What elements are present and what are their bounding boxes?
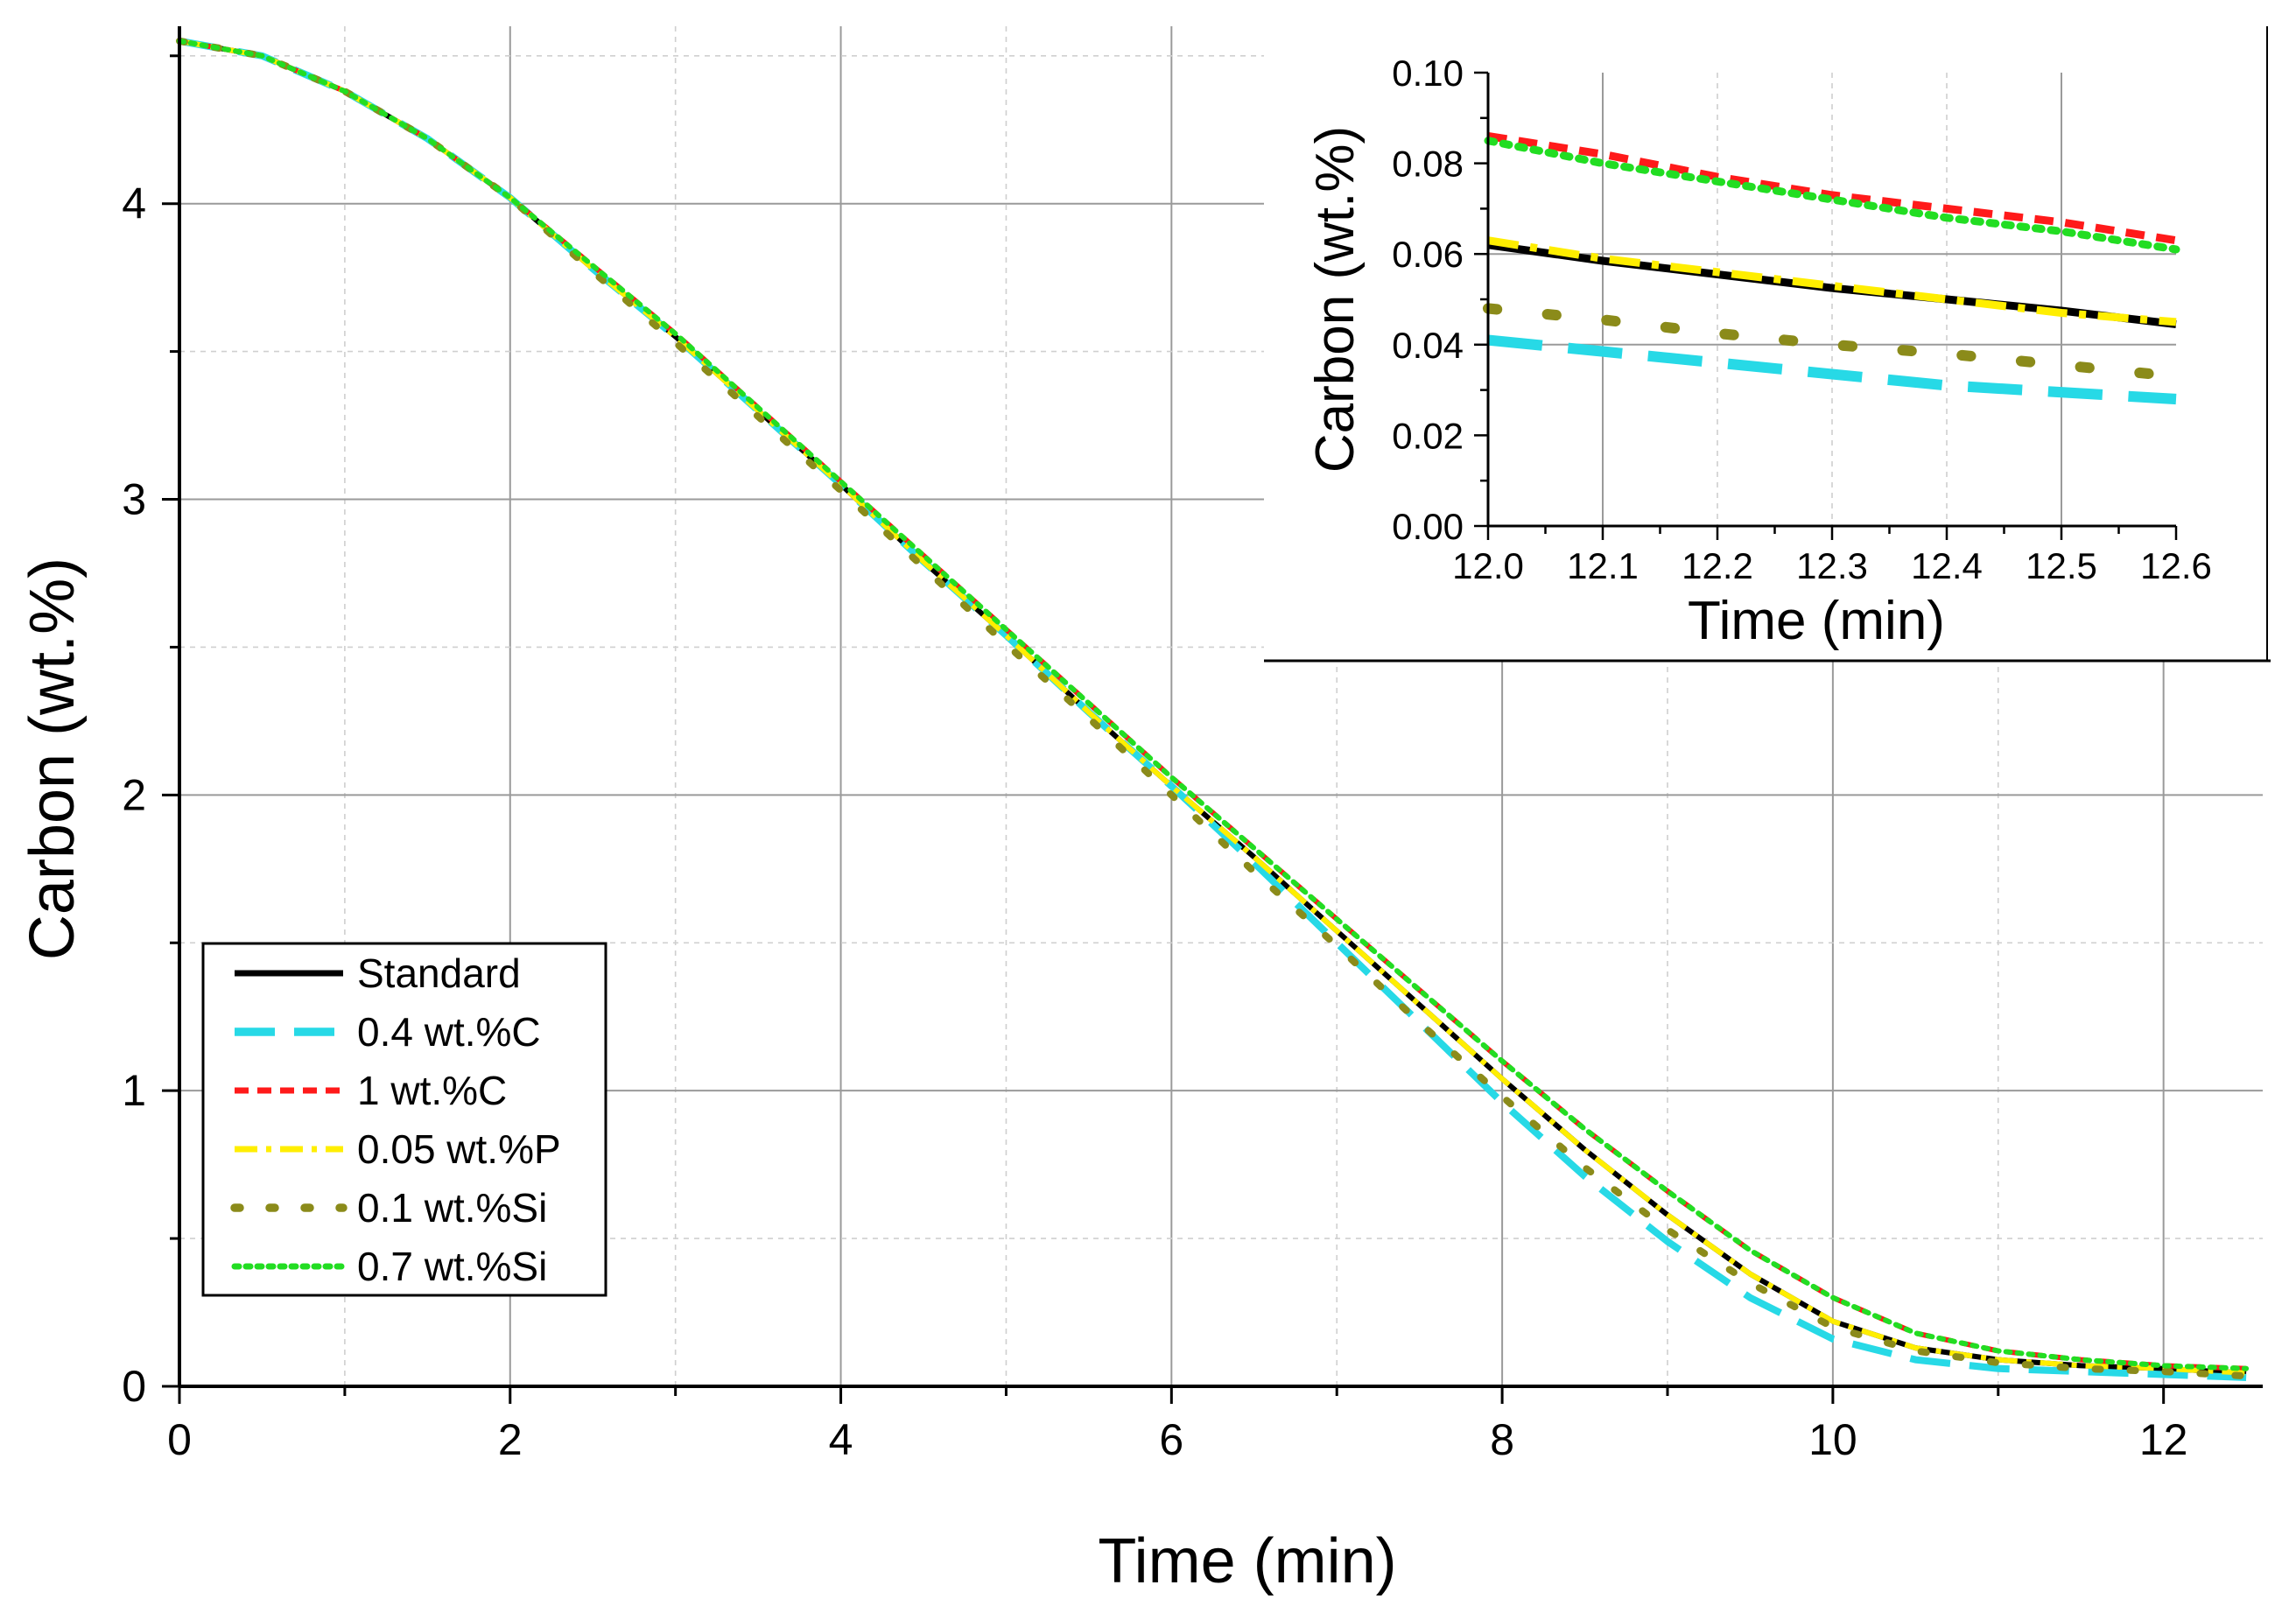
legend-label-2: 1 wt.%C	[357, 1068, 507, 1113]
inset-y-tick-label: 0.10	[1392, 53, 1464, 94]
inset-background	[1264, 26, 2271, 661]
legend-box	[201, 942, 607, 1297]
legend: Standard 0.4 wt.%C 1 wt.%C 0.05 wt.%P 0.1 wt…	[201, 942, 607, 1297]
main-y-tick-label: 3	[122, 475, 146, 524]
main-x-tick-label: 10	[1808, 1415, 1857, 1464]
inset-y-tick-label: 0.06	[1392, 234, 1464, 275]
inset-y-axis-title: Carbon (wt.%)	[1305, 126, 1366, 473]
main-x-tick-label: 12	[2139, 1415, 2188, 1464]
main-series-line-5	[177, 38, 2250, 1371]
inset-y-tick-label: 0.04	[1392, 325, 1464, 366]
inset-series-line-4	[1482, 303, 2182, 382]
inset-x-tick-label: 12.1	[1567, 545, 1639, 586]
legend-label-0: Standard	[357, 950, 521, 996]
inset-y-tick-label: 0.08	[1392, 144, 1464, 185]
main-y-tick-label: 2	[122, 770, 146, 819]
main-x-tick-label: 4	[829, 1415, 853, 1464]
inset-x-tick-label: 12.3	[1796, 545, 1868, 586]
inset-x-axis-title: Time (min)	[1688, 591, 1945, 651]
main-y-tick-label: 0	[122, 1362, 146, 1411]
inset-x-tick-label: 12.6	[2140, 545, 2212, 586]
main-y-tick-label: 1	[122, 1066, 146, 1115]
inset-x-tick-label: 12.4	[1911, 545, 1983, 586]
legend-label-4: 0.1 wt.%Si	[357, 1185, 547, 1231]
main-x-tick-label: 6	[1159, 1415, 1183, 1464]
main-x-axis-title: Time (min)	[1098, 1526, 1396, 1596]
inset-series-line-2	[1487, 132, 2177, 245]
inset-x-tick-label: 12.2	[1682, 545, 1753, 586]
inset-y-tick-label: 0.00	[1392, 506, 1464, 547]
inset-series-line-5	[1484, 137, 2180, 254]
inset-panel: 12.0 12.1 12.2 12.3 12.4 12.5 12.6 0.00 0.02 0.04…	[1264, 26, 2271, 663]
main-y-tick-label: 4	[122, 179, 146, 228]
main-x-tick-label: 0	[167, 1415, 192, 1464]
inset-x-tick-label: 12.5	[2026, 545, 2097, 586]
inset-series-line-3	[1487, 236, 2177, 326]
legend-label-3: 0.05 wt.%P	[357, 1126, 561, 1172]
main-x-tick-label: 2	[498, 1415, 523, 1464]
main-y-axis-title: Carbon (wt.%)	[18, 558, 88, 960]
main-plot-area	[175, 37, 2250, 1381]
legend-label-1: 0.4 wt.%C	[357, 1009, 541, 1055]
main-series-line-3	[179, 38, 2247, 1376]
main-x-tick-label: 8	[1490, 1415, 1514, 1464]
inset-x-tick-label: 12.0	[1452, 545, 1524, 586]
inset-y-tick-label: 0.02	[1392, 415, 1464, 456]
inset-series-line-1	[1487, 334, 2177, 405]
legend-label-5: 0.7 wt.%Si	[357, 1244, 547, 1289]
